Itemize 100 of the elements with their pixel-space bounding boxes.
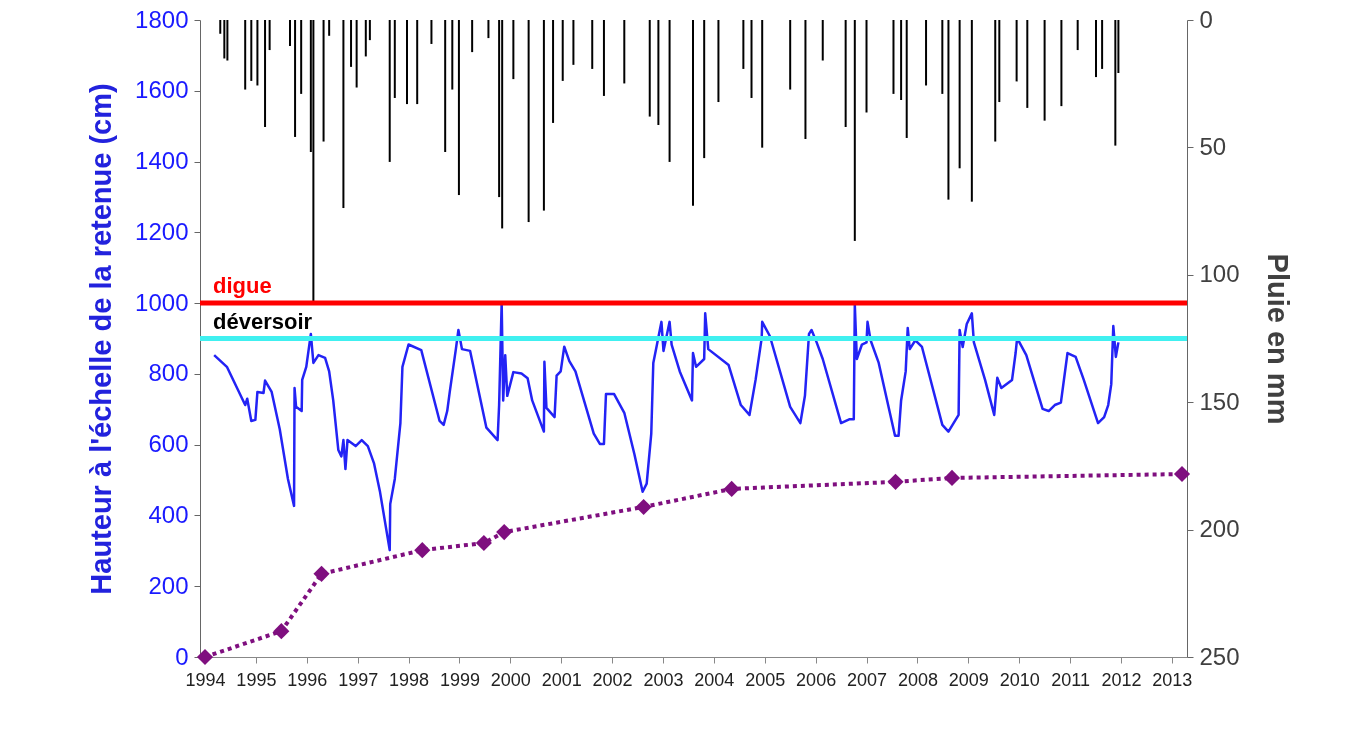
x-tick-label: 2009 [948, 669, 989, 690]
point [273, 623, 290, 640]
bar [998, 20, 1001, 103]
x-tick-label: 1999 [439, 669, 480, 690]
y-tick-label: 200 [148, 571, 189, 599]
bar [312, 20, 315, 302]
bar [350, 20, 353, 67]
point [1173, 465, 1191, 483]
x-tick-label: 1997 [338, 669, 379, 690]
x-tick-label: 2002 [592, 669, 633, 690]
x-tick-label: 1998 [389, 669, 430, 690]
bar [925, 20, 928, 86]
bar [717, 20, 720, 103]
bar [804, 20, 807, 139]
bar [941, 20, 944, 94]
bar [947, 20, 950, 200]
x-tick-label: 2010 [999, 669, 1040, 690]
bar [905, 20, 908, 138]
x-tick-label: 2012 [1101, 669, 1142, 690]
bar [1101, 20, 1104, 69]
y-tick-label: 1000 [135, 288, 189, 316]
bar [501, 20, 504, 229]
y2-tick-label: 150 [1199, 387, 1240, 415]
point [723, 480, 740, 497]
point [414, 542, 431, 559]
bar [561, 20, 564, 81]
point [196, 648, 214, 666]
y-axis-title: Hauteur à l'échelle de la retenue (cm) [85, 83, 118, 595]
bar [892, 20, 895, 94]
bar [328, 20, 331, 36]
bar [471, 20, 474, 53]
bar [750, 20, 753, 98]
bar [1026, 20, 1029, 108]
point [496, 524, 513, 541]
bar [623, 20, 626, 84]
bar [821, 20, 824, 61]
point [475, 534, 492, 552]
y-tick-label: 400 [148, 500, 189, 528]
y-tick-label: 1200 [135, 217, 189, 245]
bar [1095, 20, 1097, 78]
bar [691, 20, 694, 206]
bar [542, 20, 545, 211]
bar [393, 20, 396, 98]
y2-axis-title: Pluie en mm [1261, 253, 1294, 425]
bar [355, 20, 358, 88]
y2-tick-label: 50 [1199, 132, 1227, 160]
bar [844, 20, 847, 128]
bar [368, 20, 371, 41]
bar [591, 20, 594, 69]
bar [742, 20, 745, 69]
bar [527, 20, 530, 223]
ref-line-label: déversoir [213, 308, 313, 334]
point [943, 469, 961, 486]
x-tick-label: 2011 [1051, 669, 1090, 690]
y-tick-label: 800 [148, 359, 189, 387]
y-tick-label: 600 [148, 430, 189, 458]
x-tick-label: 2007 [846, 669, 888, 690]
x-tick-label: 1994 [185, 669, 226, 690]
y2-tick-label: 250 [1199, 642, 1240, 670]
bar [322, 20, 325, 142]
bar [430, 20, 433, 44]
bar [648, 20, 651, 117]
bar [703, 20, 706, 159]
x-tick-label: 2004 [694, 669, 735, 690]
bar [226, 20, 229, 61]
ref-line-label: digue [213, 273, 272, 299]
bar [406, 20, 409, 105]
x-tick-label: 1995 [236, 669, 277, 690]
bar [256, 20, 259, 86]
bar [268, 20, 271, 51]
bar [300, 20, 303, 94]
bar [487, 20, 490, 39]
bar [572, 20, 575, 65]
bar [444, 20, 447, 152]
bar [789, 20, 792, 90]
bar [223, 20, 226, 59]
y2-tick-label: 100 [1199, 260, 1240, 288]
x-tick-label: 2013 [1152, 669, 1193, 690]
bar [219, 20, 222, 34]
bar [416, 20, 419, 105]
bar [264, 20, 267, 128]
bar [451, 20, 454, 90]
bar [1015, 20, 1018, 82]
bar [1060, 20, 1063, 107]
y-tick-label: 0 [175, 642, 189, 670]
x-tick-label: 2008 [897, 669, 938, 690]
bar [552, 20, 555, 123]
y-tick-label: 1400 [135, 147, 189, 175]
bar [900, 20, 903, 101]
x-tick-label: 2000 [490, 669, 531, 690]
bar [244, 20, 247, 90]
bar [250, 20, 253, 81]
bar [853, 20, 856, 241]
y-tick-label: 1800 [135, 5, 189, 33]
bar [1114, 20, 1117, 146]
x-tick-label: 2005 [745, 669, 786, 690]
bar [294, 20, 297, 137]
x-tick-label: 2006 [796, 669, 837, 690]
y2-tick-label: 200 [1199, 515, 1240, 543]
bar [994, 20, 997, 142]
